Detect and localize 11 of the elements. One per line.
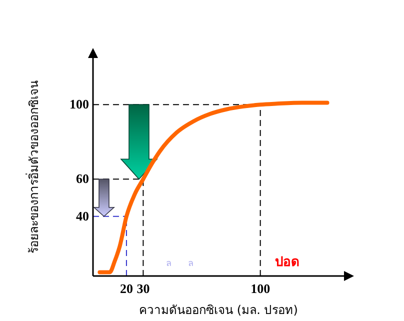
x-tick-label: 100 [250,281,270,296]
annotation: ล [166,259,172,269]
y-tick-label: 100 [70,96,89,112]
y-tick-label: 40 [76,208,89,224]
annotation: ล [188,259,194,269]
y-tick-label: 60 [76,171,89,186]
annotation: ปอด [275,255,299,270]
x-axis-title: ความดันออกซิเจน (มล. ปรอท) [139,303,298,317]
y-axis-title: ร้อยละของการอิ่มตัวของออกซิเจน [25,80,41,254]
x-tick-label: 20 [120,281,133,296]
x-tick-label: 30 [136,281,150,296]
